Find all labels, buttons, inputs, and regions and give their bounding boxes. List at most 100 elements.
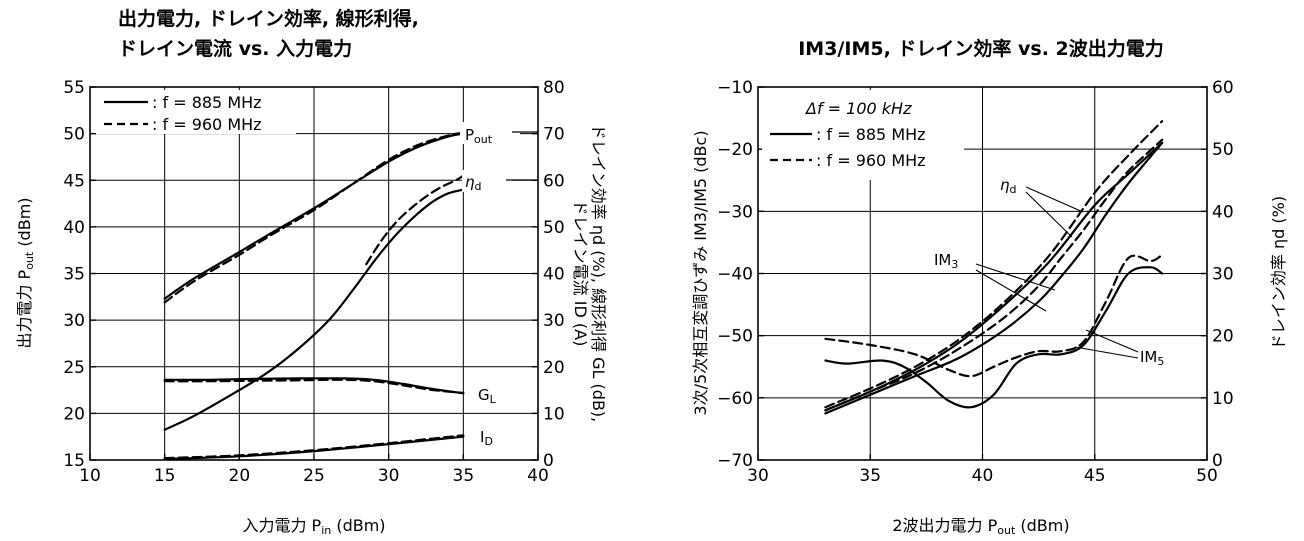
y-tick-label: 40 (63, 218, 85, 238)
chart2-im3-arrow-1 (975, 263, 1056, 291)
y2-tick-label: 30 (543, 311, 565, 331)
y2-tick-label: 50 (1212, 140, 1234, 160)
chart1-gl-label: GL (478, 386, 497, 406)
chart2-legend-885: : f = 885 MHz (816, 125, 926, 144)
y2-tick-label: 60 (1212, 78, 1234, 98)
chart2-eta-arrow-1 (1025, 186, 1084, 213)
x-tick-label: 30 (378, 466, 400, 486)
chart2-im5-arrow-2 (1074, 346, 1139, 359)
chart2-plot-frame (757, 86, 1208, 461)
chart1-pout-label: Pout (465, 126, 493, 146)
chart1-legend-885: : f = 885 MHz (152, 93, 262, 112)
x-tick-label: 35 (453, 466, 475, 486)
chart1-legend-bg (96, 90, 296, 134)
chart2-im5-label: IM5 (1140, 348, 1164, 368)
y-tick-label: 55 (63, 78, 85, 98)
chart2-annotations: ηd IM3 IM5 (928, 176, 1164, 368)
series-im3-solid (824, 141, 1164, 415)
chart2-legend: Δf = 100 kHz : f = 885 MHz : f = 960 MHz (762, 90, 964, 180)
y2-tick-label: 60 (543, 171, 565, 191)
chart2-legend-960: : f = 960 MHz (816, 151, 926, 170)
chart2-im5-arrow-1 (1085, 329, 1139, 353)
y2-tick-label: 40 (1212, 202, 1234, 222)
y2-tick-label: 30 (1212, 265, 1234, 285)
series-d-dashed (365, 174, 465, 266)
y-tick-label: 15 (63, 451, 85, 471)
series-im5-dashed (824, 253, 1164, 378)
x-tick-label: 15 (154, 466, 176, 486)
chart1-id-label: ID (480, 428, 493, 448)
chart-im-vs-output: IM3/IM5, ドレイン効率 vs. 2波出力電力 30 35 40 45 50 −70… (691, 37, 1288, 537)
series-d-solid (163, 188, 465, 431)
y-tick-label: −10 (717, 78, 753, 98)
y-tick-label: −30 (717, 202, 753, 222)
chart2-im3-label-bg (928, 248, 976, 270)
y2-tick-label: 70 (543, 125, 565, 145)
series-gl-solid (163, 377, 465, 395)
chart1-series (163, 131, 465, 461)
y2-tick-label: 0 (1212, 451, 1223, 471)
chart1-plot-frame (89, 86, 539, 461)
y-tick-label: −60 (717, 389, 753, 409)
chart1-y-axis-label: 出力電力 Pout (dBm) (15, 197, 36, 348)
y-tick-label: 20 (63, 404, 85, 424)
chart2-legend-delta-f: Δf = 100 kHz (804, 99, 912, 118)
series-d-solid (824, 141, 1164, 412)
x-tick-label: 25 (303, 466, 325, 486)
y-tick-label: 25 (63, 358, 85, 378)
x-tick-label: 20 (229, 466, 251, 486)
y-tick-label: −70 (717, 451, 753, 471)
chart2-title: IM3/IM5, ドレイン効率 vs. 2波出力電力 (798, 37, 1164, 60)
y2-tick-label: 10 (1212, 389, 1234, 409)
chart2-y-axis-label: 3次/5次相互変調ひずみ IM3/IM5 (dBc) (691, 130, 710, 415)
series-gl-dashed (163, 378, 465, 394)
y-tick-label: −20 (717, 140, 753, 160)
chart-power-vs-input: 出力電力, ドレイン効率, 線形利得, ドレイン電流 vs. 入力電力 10 15… (15, 7, 608, 537)
chart1-y2-axis-label-line1: ドレイン効率 ηd (%), 線形利得 GL (dB), (589, 124, 608, 423)
chart1-title-line2: ドレイン電流 vs. 入力電力 (118, 37, 352, 60)
chart1-title-line1: 出力電力, ドレイン効率, 線形利得, (118, 7, 419, 30)
y-tick-label: 35 (63, 265, 85, 285)
x-tick-label: 30 (747, 466, 769, 486)
chart2-im3-arrow-2 (975, 269, 1047, 312)
x-tick-label: 10 (79, 466, 101, 486)
y-tick-label: −50 (717, 327, 753, 347)
chart1-legend-960: : f = 960 MHz (152, 115, 262, 134)
chart1-curve-labels: Pout ηd GL ID (460, 122, 538, 448)
series-im5-solid (824, 266, 1164, 409)
y2-tick-label: 10 (543, 404, 565, 424)
series-id-dashed (163, 434, 465, 460)
chart2-eta-label: ηd (1000, 176, 1017, 196)
chart2-eta-arrow-2 (1025, 191, 1073, 238)
y-tick-label: 50 (63, 125, 85, 145)
x-tick-label: 35 (859, 466, 881, 486)
chart2-im3-label: IM3 (934, 251, 958, 271)
x-tick-label: 50 (1196, 466, 1218, 486)
chart1-ticks: 10 15 20 25 30 35 4015202530354045505501020304… (63, 78, 564, 486)
y-tick-label: 30 (63, 311, 85, 331)
y2-tick-label: 0 (543, 451, 554, 471)
x-tick-label: 45 (1084, 466, 1106, 486)
chart1-y2-axis-label-line2: ドレイン電流 ID (A) (571, 200, 590, 347)
chart1-eta-label: ηd (465, 173, 482, 193)
chart2-series (824, 120, 1164, 415)
x-tick-label: 40 (972, 466, 994, 486)
chart2-y2-axis-label: ドレイン効率 ηd (%) (1269, 196, 1288, 350)
chart1-pout-label-bg (460, 122, 520, 144)
y-tick-label: 45 (63, 171, 85, 191)
y2-tick-label: 20 (1212, 327, 1234, 347)
y2-tick-label: 50 (543, 218, 565, 238)
y2-tick-label: 40 (543, 265, 565, 285)
y2-tick-label: 20 (543, 358, 565, 378)
chart1-eta-label-bg (462, 170, 512, 192)
y-tick-label: −40 (717, 265, 753, 285)
series-d-dashed (824, 120, 1164, 409)
chart1-x-axis-label: 入力電力 Pin (dBm) (242, 516, 385, 537)
chart2-x-axis-label: 2波出力電力 Pout (dBm) (892, 516, 1069, 537)
chart1-legend: : f = 885 MHz : f = 960 MHz (96, 90, 296, 134)
y2-tick-label: 80 (543, 78, 565, 98)
series-pout-dashed (163, 131, 465, 304)
series-im3-dashed (824, 138, 1164, 412)
x-tick-label: 40 (527, 466, 549, 486)
